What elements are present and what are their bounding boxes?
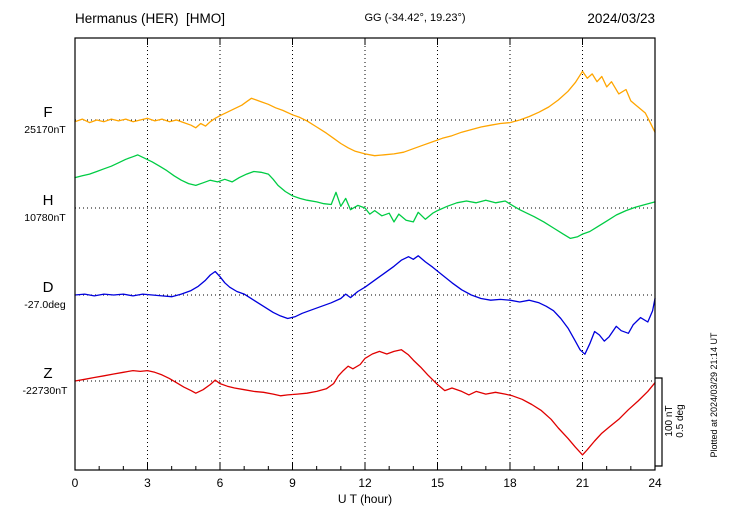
scale-bracket <box>655 377 663 467</box>
x-tick-label: 0 <box>72 476 79 490</box>
channel-label-z: Z <box>43 365 52 382</box>
channel-label-d: D <box>43 279 54 296</box>
x-tick-label: 15 <box>431 476 445 490</box>
x-tick-label: 3 <box>144 476 151 490</box>
x-tick-label: 21 <box>576 476 590 490</box>
scale-label-nt: 100 nT <box>664 405 675 436</box>
trace-z <box>74 349 656 456</box>
channel-baseline-f: 25170nT <box>24 124 66 136</box>
plot-date: 2024/03/23 <box>587 11 655 26</box>
trace-h <box>74 154 656 240</box>
station-title: Hermanus (HER) [HMO] <box>75 11 225 26</box>
geographic-coordinates: GG (-34.42°, 19.23°) <box>364 12 465 24</box>
x-tick-label: 12 <box>358 476 372 490</box>
x-tick-label: 24 <box>648 476 662 490</box>
channel-label-f: F <box>43 104 52 121</box>
plot-dynamic-layer: 0 3 6 9 12 15 18 21 24 <box>72 38 662 490</box>
channel-baseline-d: -27.0deg <box>24 299 66 311</box>
channel-label-h: H <box>43 192 54 209</box>
trace-d <box>74 255 656 355</box>
x-tick-label: 18 <box>503 476 517 490</box>
x-tick-label: 6 <box>217 476 224 490</box>
trace-f <box>74 70 656 157</box>
channel-baseline-z: -22730nT <box>23 385 69 397</box>
scale-label-deg: 0.5 deg <box>675 404 686 437</box>
plot-frame <box>74 37 656 471</box>
plotted-at-note: Plotted at 2024/03/29 21:14 UT <box>709 332 719 458</box>
x-tick-label: 9 <box>289 476 296 490</box>
x-axis-label: U T (hour) <box>338 492 392 506</box>
channel-baseline-h: 10780nT <box>24 212 66 224</box>
